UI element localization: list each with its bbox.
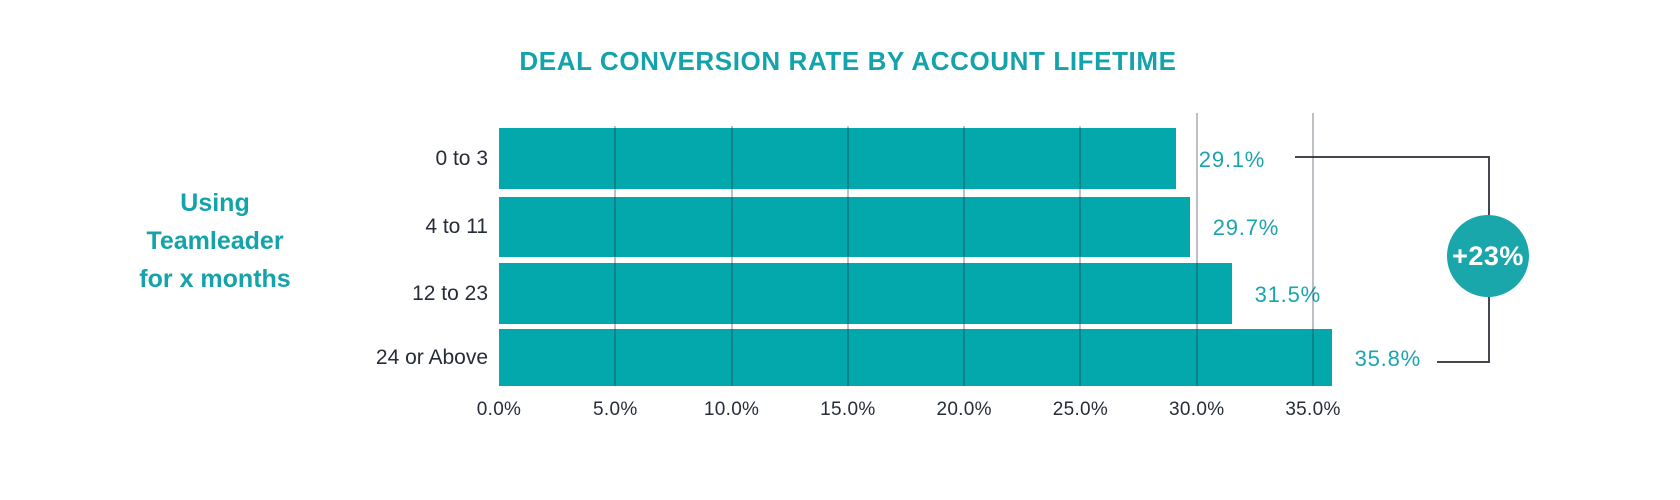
bar-0-to-3 xyxy=(499,128,1176,189)
value-label: 29.7% xyxy=(1212,215,1280,240)
gridline-10pct xyxy=(730,126,733,386)
x-axis-tick-label: 20.0% xyxy=(936,399,992,420)
category-label: 12 to 23 xyxy=(412,281,488,305)
chart-title: DEAL CONVERSION RATE BY ACCOUNT LIFETIME xyxy=(519,46,1177,76)
uplift-badge-label: +23% xyxy=(1452,240,1524,271)
group-axis-label: Using Teamleader for x months xyxy=(139,189,291,293)
bar-4-to-11 xyxy=(499,197,1190,257)
x-axis-tick-label: 10.0% xyxy=(703,399,760,420)
gridline-15pct xyxy=(846,126,849,386)
value-label: 29.1% xyxy=(1198,146,1266,172)
category-label: 0 to 3 xyxy=(435,146,488,170)
gridline-25pct xyxy=(1079,126,1082,386)
category-label: 4 to 11 xyxy=(425,215,488,238)
x-axis-tick-label: 25.0% xyxy=(1052,399,1109,420)
gridline-20pct xyxy=(963,126,966,386)
x-axis-tick-label: 0.0% xyxy=(476,399,522,420)
annotation-line-top-horizontal xyxy=(1295,156,1490,158)
annotation-line-top-vertical xyxy=(1488,156,1490,218)
gridline-35pct xyxy=(1312,113,1314,386)
gridline-30pct xyxy=(1195,113,1198,386)
annotation-line-bottom-horizontal xyxy=(1437,361,1490,363)
x-axis-tick-label: 15.0% xyxy=(820,399,876,420)
bar-12-to-23 xyxy=(499,263,1232,324)
uplift-badge: +23% xyxy=(1447,215,1529,297)
category-label: 24 or Above xyxy=(375,345,488,369)
value-label: 31.5% xyxy=(1254,281,1321,307)
bar-24-or-above xyxy=(499,329,1332,386)
gridline-5pct xyxy=(614,126,617,386)
annotation-line-bottom-vertical xyxy=(1488,294,1490,363)
x-axis-tick-label: 35.0% xyxy=(1285,399,1341,420)
value-label: 35.8% xyxy=(1354,345,1421,371)
x-axis-tick-label: 5.0% xyxy=(593,399,638,420)
bar-plot-area xyxy=(499,113,1344,386)
x-axis-tick-label: 30.0% xyxy=(1169,399,1225,420)
